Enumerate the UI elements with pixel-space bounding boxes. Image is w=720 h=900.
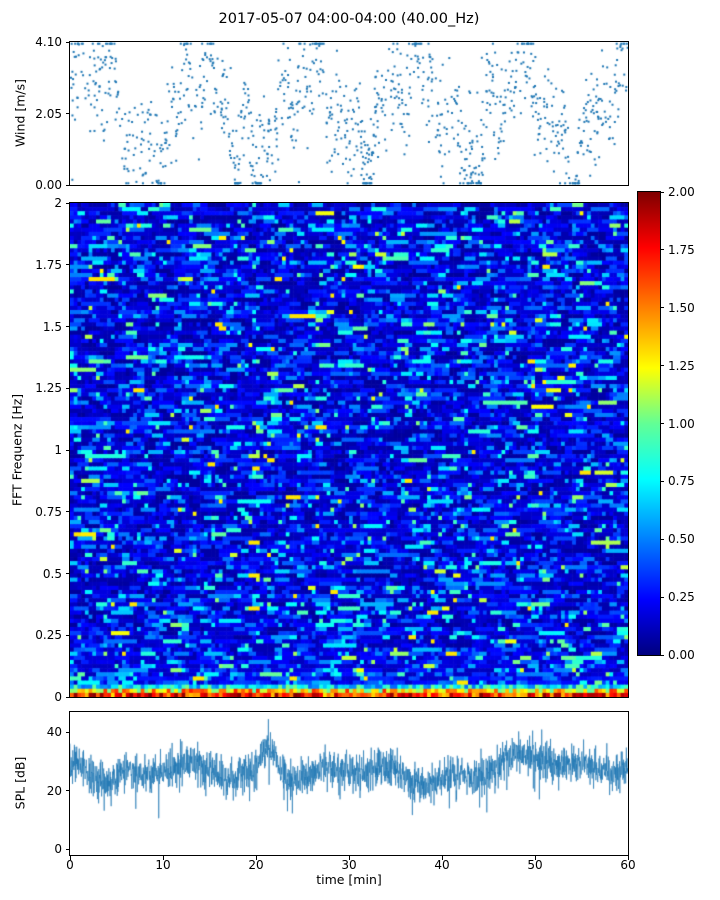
tick-label: 30 bbox=[341, 858, 357, 872]
tick-mark bbox=[162, 855, 164, 860]
tick-mark bbox=[65, 634, 70, 636]
tick-mark bbox=[65, 113, 70, 114]
tick-mark bbox=[65, 387, 70, 389]
wind-scatter-canvas bbox=[69, 41, 629, 186]
tick-label: 20 bbox=[46, 783, 62, 798]
spl-ylabel: SPL [dB] bbox=[12, 756, 28, 810]
tick-label: 2 bbox=[54, 196, 62, 210]
tick-label: 1.75 bbox=[35, 257, 62, 272]
tick-mark bbox=[348, 855, 350, 860]
tick-label: 1.25 bbox=[35, 381, 62, 396]
tick-label: 10 bbox=[155, 858, 171, 872]
tick-label: 40 bbox=[46, 725, 62, 740]
tick-label: 60 bbox=[620, 858, 636, 872]
tick-mark bbox=[660, 191, 664, 193]
tick-mark bbox=[65, 696, 70, 698]
tick-mark bbox=[534, 855, 536, 860]
tick-mark bbox=[65, 573, 70, 574]
tick-mark bbox=[660, 596, 664, 598]
tick-label: 50 bbox=[527, 858, 543, 872]
tick-label: 20 bbox=[248, 858, 264, 872]
tick-label: 0.50 bbox=[668, 532, 695, 547]
tick-mark bbox=[69, 855, 71, 860]
tick-label: 1.75 bbox=[668, 242, 695, 257]
tick-mark bbox=[65, 41, 70, 43]
tick-label: 2.05 bbox=[35, 106, 62, 121]
tick-label: 2.00 bbox=[668, 185, 695, 199]
tick-mark bbox=[65, 790, 70, 792]
tick-mark bbox=[65, 731, 70, 733]
tick-label: 4.10 bbox=[35, 35, 62, 49]
tick-mark bbox=[65, 202, 70, 204]
tick-label: 1.25 bbox=[668, 358, 695, 373]
tick-mark bbox=[65, 511, 70, 513]
tick-label: 0.75 bbox=[35, 504, 62, 519]
tick-label: 0 bbox=[54, 842, 62, 857]
tick-mark bbox=[441, 855, 443, 860]
tick-mark bbox=[660, 307, 664, 309]
tick-label: 0.00 bbox=[668, 648, 695, 662]
tick-label: 1.00 bbox=[668, 416, 695, 431]
tick-mark bbox=[660, 249, 664, 251]
x-axis-label: time [min] bbox=[316, 872, 382, 887]
tick-mark bbox=[255, 855, 257, 860]
tick-mark bbox=[65, 326, 70, 327]
spl-canvas bbox=[69, 711, 629, 856]
tick-label: 0.00 bbox=[35, 178, 62, 192]
tick-mark bbox=[660, 654, 664, 656]
wind-ylabel: Wind [m/s] bbox=[12, 78, 28, 148]
tick-label: 1.50 bbox=[668, 300, 695, 315]
spectrogram-ylabel: FFT Frequenz [Hz] bbox=[9, 393, 25, 507]
tick-label: 0.25 bbox=[35, 628, 62, 643]
tick-mark bbox=[660, 423, 664, 424]
tick-mark bbox=[65, 184, 70, 186]
tick-mark bbox=[660, 538, 664, 540]
chart-title: 2017-05-07 04:00-04:00 (40.00_Hz) bbox=[218, 11, 480, 27]
tick-label: 0.75 bbox=[668, 474, 695, 489]
colorbar-gradient bbox=[637, 191, 661, 656]
tick-label: 0.5 bbox=[42, 566, 62, 581]
tick-label: 1 bbox=[54, 443, 62, 457]
tick-mark bbox=[660, 365, 664, 367]
spectrogram-canvas bbox=[69, 202, 629, 698]
tick-label: 1.5 bbox=[42, 319, 62, 334]
tick-mark bbox=[65, 848, 70, 850]
tick-label: 40 bbox=[434, 858, 450, 872]
tick-label: 0.25 bbox=[668, 590, 695, 605]
tick-label: 0 bbox=[66, 858, 74, 872]
tick-label: 0 bbox=[54, 690, 62, 704]
tick-mark bbox=[660, 480, 664, 482]
tick-mark bbox=[65, 264, 70, 266]
tick-mark bbox=[65, 449, 70, 451]
tick-mark bbox=[627, 855, 629, 860]
